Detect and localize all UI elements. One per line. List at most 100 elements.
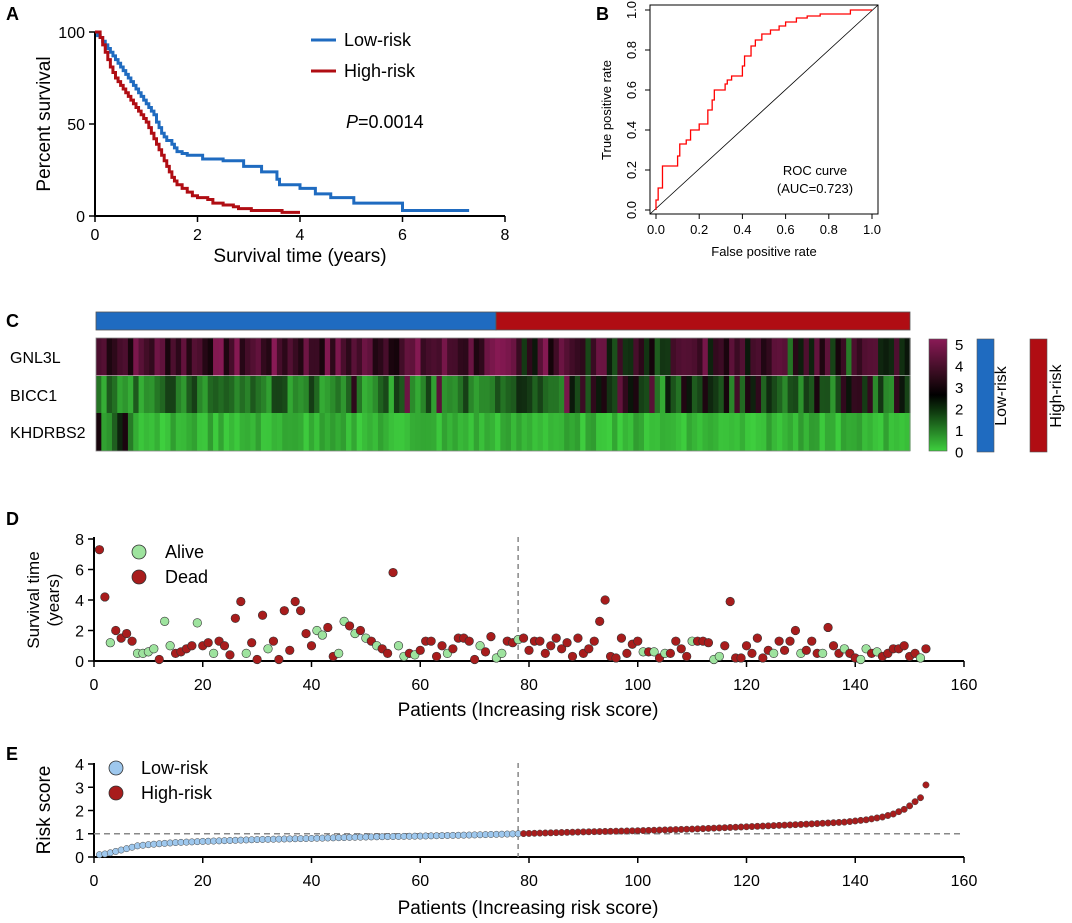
heatmap-cell <box>111 413 118 451</box>
heatmap-cell <box>776 413 783 451</box>
panel-b-frame <box>649 4 879 215</box>
heatmap-cell <box>798 413 805 451</box>
heatmap-cell <box>601 413 608 451</box>
heatmap-cell <box>404 376 411 413</box>
heatmap-cell <box>409 338 416 376</box>
heatmap-cell <box>468 413 475 451</box>
x-tick-label: 160 <box>951 677 978 694</box>
heatmap-cell <box>681 338 688 376</box>
heatmap-cell <box>574 413 581 451</box>
heatmap-cell <box>654 376 661 413</box>
heatmap-cell <box>244 376 251 413</box>
heatmap-cell <box>702 413 709 451</box>
heatmap-cell <box>750 376 757 413</box>
heatmap-cell <box>564 413 571 451</box>
point-dead <box>725 596 735 607</box>
heatmap-cell <box>143 338 150 376</box>
color-scale-tick-label: 5 <box>955 337 963 354</box>
x-tick-label: 80 <box>520 873 538 890</box>
heatmap-cell <box>659 338 666 376</box>
point-dead <box>633 636 643 646</box>
y-tick-label: 2 <box>75 804 84 821</box>
y-tick-label: 8 <box>75 532 84 549</box>
heatmap-cell <box>101 338 108 376</box>
heatmap-cell <box>761 338 767 376</box>
heatmap-cell <box>431 338 438 376</box>
heatmap-cell <box>596 413 603 451</box>
point-dead <box>187 641 197 651</box>
panel-b-x-label: False positive rate <box>711 244 817 259</box>
heatmap-cell <box>431 413 438 451</box>
heatmap-cell <box>138 376 145 413</box>
heatmap-cell <box>218 413 225 451</box>
point-high-risk <box>917 794 924 802</box>
heatmap-cell <box>521 413 528 451</box>
heatmap-cell <box>255 376 262 413</box>
x-tick-label: 20 <box>194 677 212 694</box>
heatmap-cell <box>776 338 783 376</box>
heatmap-cell <box>856 338 863 376</box>
heatmap-cell <box>484 338 491 376</box>
heatmap-cell <box>447 376 454 413</box>
heatmap-cell <box>420 338 427 376</box>
heatmap-cell <box>718 413 725 451</box>
heatmap-cell <box>686 338 693 376</box>
heatmap-cell <box>138 413 145 451</box>
color-scale-tick-label: 3 <box>955 380 963 397</box>
legend-bar-low-risk <box>976 338 995 453</box>
x-tick-label: 40 <box>303 873 321 890</box>
heatmap-cell <box>803 338 810 376</box>
point-dead <box>94 545 105 555</box>
heatmap-cell <box>532 376 539 413</box>
heatmap-cell <box>266 413 273 451</box>
heatmap-cells <box>96 338 911 451</box>
heatmap-cell <box>510 338 517 376</box>
heatmap-cell <box>308 338 315 376</box>
heatmap-cell <box>303 376 310 413</box>
heatmap-cell <box>463 376 470 413</box>
heatmap-cell <box>393 376 400 413</box>
heatmap-cell <box>878 338 884 376</box>
point-dead <box>437 641 447 651</box>
point-alive <box>160 616 170 626</box>
heatmap-cell <box>580 376 587 413</box>
point-dead <box>801 645 811 655</box>
point-alive <box>393 641 404 651</box>
heatmap-cell <box>585 376 592 413</box>
heatmap-cell <box>638 413 645 451</box>
heatmap-cell <box>628 413 634 451</box>
legend-text-high-risk: High-risk <box>1048 363 1065 427</box>
heatmap-cell <box>867 338 874 376</box>
heatmap-cell <box>665 413 672 451</box>
heatmap-cell <box>207 376 214 413</box>
x-tick-label: 80 <box>520 677 538 694</box>
point-high-risk <box>906 802 914 810</box>
heatmap-cell <box>351 338 358 376</box>
heatmap-cell <box>143 413 150 451</box>
point-alive <box>209 648 219 658</box>
heatmap-cell <box>670 413 677 451</box>
heatmap-cell <box>420 376 427 413</box>
heatmap-cell <box>612 376 618 413</box>
x-tick-label: 60 <box>411 873 429 890</box>
point-dead <box>828 641 839 651</box>
point-dead <box>100 592 110 602</box>
heatmap-cell <box>143 376 150 413</box>
heatmap-cell <box>569 338 576 376</box>
heatmap-cell <box>782 376 789 413</box>
heatmap-cell <box>399 338 406 376</box>
heatmap-cell <box>122 338 129 376</box>
heatmap-cell <box>792 338 799 376</box>
heatmap-cell <box>271 413 278 451</box>
heatmap-cell <box>425 413 432 451</box>
heatmap-cell <box>388 376 395 413</box>
panel-b: B 0.0 0.2 0.4 0.6 0.8 1.0 0.0 0.2 0.4 0.6 0.8 1.0 F… <box>596 1 881 259</box>
panel-d-y-label: Survival time(years) <box>24 551 63 648</box>
heatmap-cell <box>127 376 134 413</box>
heatmap-cell <box>750 338 757 376</box>
heatmap-cell <box>835 338 842 376</box>
heatmap-cell <box>415 413 422 451</box>
point-dead <box>306 641 317 651</box>
heatmap-cell <box>782 338 789 376</box>
x-tick-label: 0.4 <box>733 222 751 237</box>
